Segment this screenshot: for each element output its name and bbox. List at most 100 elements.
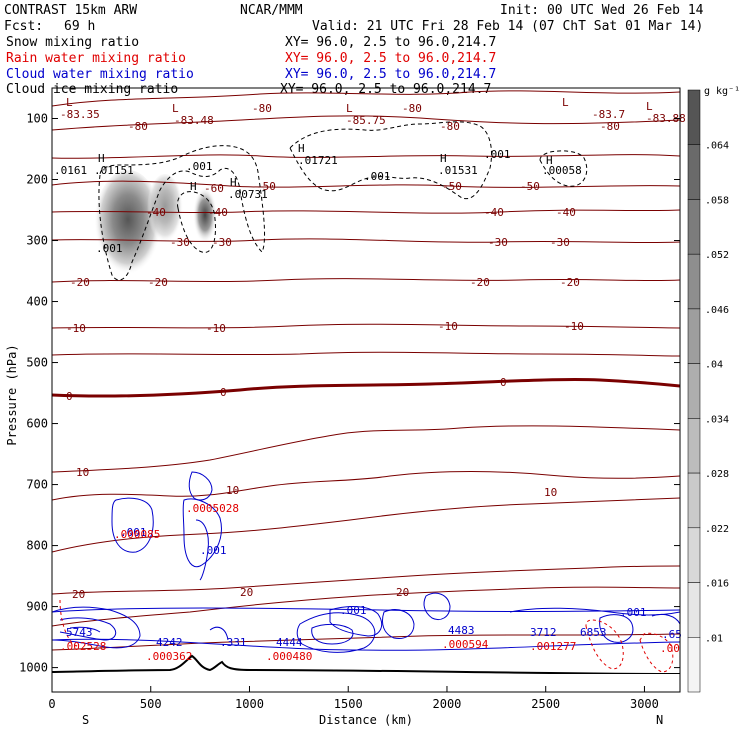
snow-max-marker: H: [98, 152, 105, 165]
snow-label: .0161: [54, 164, 87, 177]
cloud-ice-labels: L L L L L: [66, 96, 653, 115]
y-tick-label: 500: [26, 356, 48, 370]
temp-label: -20: [148, 276, 168, 289]
colorbar-swatch: [687, 253, 701, 310]
colorbar-label: .016: [705, 579, 729, 590]
rain-contours: [59, 599, 674, 673]
temp-label: -83.7: [592, 108, 625, 121]
cloud-water-label: 5743: [66, 626, 93, 639]
y-tick-label: 300: [26, 234, 48, 248]
field-name-snow: Snow mixing ratio: [6, 35, 139, 50]
surface-line: [52, 654, 680, 675]
colorbar-swatch: [687, 199, 701, 255]
temp-label: -50: [520, 180, 540, 193]
ice-low-marker: L: [66, 96, 73, 109]
snow-shading-max-1: [94, 170, 162, 280]
colorbar-label: .046: [705, 305, 729, 316]
y-tick-label: 100: [26, 112, 48, 126]
colorbar-label: .064: [705, 141, 729, 152]
cloud-water-label: .001: [340, 604, 367, 617]
colorbar-swatch: [687, 418, 701, 474]
y-tick-label: 400: [26, 295, 48, 309]
rain-label: .00: [660, 642, 680, 655]
temperature-labels: -83.35 -83.48 -85.75 -83.7 -83.88 -80 -8…: [60, 102, 686, 601]
y-tick-label: 900: [26, 600, 48, 614]
temp-label: 20: [396, 586, 409, 599]
snow-label: .01531: [438, 164, 478, 177]
snow-max-marker: H: [298, 142, 305, 155]
cloud-water-label: .001: [200, 544, 227, 557]
field-name-cloud-ice: Cloud ice mixing ratio: [6, 82, 178, 97]
snow-label: .00058: [542, 164, 582, 177]
x-end-label-right: N: [656, 713, 663, 727]
cloud-water-label: 4444: [276, 636, 303, 649]
temp-label: -80: [252, 102, 272, 115]
snow-label: .01151: [94, 164, 134, 177]
temp-label: -30: [212, 236, 232, 249]
x-tick-label: 2500: [531, 697, 560, 711]
temp-label: -30: [170, 236, 190, 249]
temp-label: -10: [206, 322, 226, 335]
colorbar-swatch: [687, 582, 701, 638]
snow-max-marker: H: [190, 180, 197, 193]
colorbar-label: .034: [705, 414, 729, 425]
rain-labels: .002528 .000362 .000480 .000594 .001277 …: [60, 502, 680, 663]
cloud-ice-contours: [98, 121, 588, 281]
x-tick-label: 1000: [235, 697, 264, 711]
snow-label: .001: [186, 160, 213, 173]
temp-label: -30: [488, 236, 508, 249]
colorbar-swatch: [687, 527, 701, 583]
temp-label: -10: [66, 322, 86, 335]
plot-area: [52, 90, 680, 692]
temp-label: -40: [146, 206, 166, 219]
colorbar-label: .052: [705, 250, 729, 261]
y-tick-label: 600: [26, 417, 48, 431]
cloud-water-label: .001: [620, 606, 647, 619]
colorbar-label: .022: [705, 524, 729, 535]
ice-low-marker: L: [346, 102, 353, 115]
temp-label: -30: [550, 236, 570, 249]
snow-max-marker: H: [230, 176, 237, 189]
rain-label: .0005028: [186, 502, 239, 515]
colorbar-swatch: [687, 308, 701, 364]
field-xy-cloud-ice: XY= 96.0, 2.5 to 96.0,214.7: [280, 82, 491, 97]
valid-time: Valid: 21 UTC Fri 28 Feb 14 (07 ChT Sat …: [312, 19, 703, 34]
cloud-water-label: 4242: [156, 636, 183, 649]
colorbar-label: .04: [705, 360, 723, 371]
rain-label: .001277: [530, 640, 576, 653]
rain-label: .000480: [266, 650, 312, 663]
plot-frame: [51, 87, 681, 693]
x-axis-label: Distance (km): [319, 713, 413, 727]
colorbar-unit: g kg⁻¹: [704, 86, 740, 97]
temp-label: -83.88: [646, 112, 686, 125]
colorbar-label: .058: [705, 195, 729, 206]
y-tick-label: 1000: [19, 661, 48, 675]
temp-label: -40: [208, 206, 228, 219]
temp-label: 10: [226, 484, 239, 497]
cloud-water-labels: .001 .001 .001 .001 .331 5743 4242 4444 …: [66, 526, 682, 649]
x-tick-label: 500: [140, 697, 162, 711]
field-xy-cloud-water: XY= 96.0, 2.5 to 96.0,214.7: [285, 67, 496, 82]
colorbar-swatch: [687, 637, 701, 693]
temp-label: -60: [204, 182, 224, 195]
temp-label: -80: [402, 102, 422, 115]
field-name-cloud-water: Cloud water mixing ratio: [6, 67, 194, 82]
temp-label: -10: [564, 320, 584, 333]
snow-label: .001: [364, 170, 391, 183]
temp-label: 20: [72, 588, 85, 601]
ice-low-marker: L: [172, 102, 179, 115]
snow-label: .00731: [228, 188, 268, 201]
temp-label: 0: [500, 376, 507, 389]
ice-low-marker: L: [562, 96, 569, 109]
x-axis: 0 500 1000 1500 2000 2500 3000: [48, 686, 659, 711]
snow-label: .001: [96, 242, 123, 255]
init-time: Init: 00 UTC Wed 26 Feb 14: [500, 3, 704, 18]
cloud-water-label: 6853: [580, 626, 607, 639]
temp-label: -83.48: [174, 114, 214, 127]
field-xy-snow: XY= 96.0, 2.5 to 96.0,214.7: [285, 35, 496, 50]
temp-label: -40: [484, 206, 504, 219]
temp-label: -20: [470, 276, 490, 289]
colorbar: .01 .016 .022 .028 .034 .04 .046 .052 .058 .064: [687, 89, 729, 693]
